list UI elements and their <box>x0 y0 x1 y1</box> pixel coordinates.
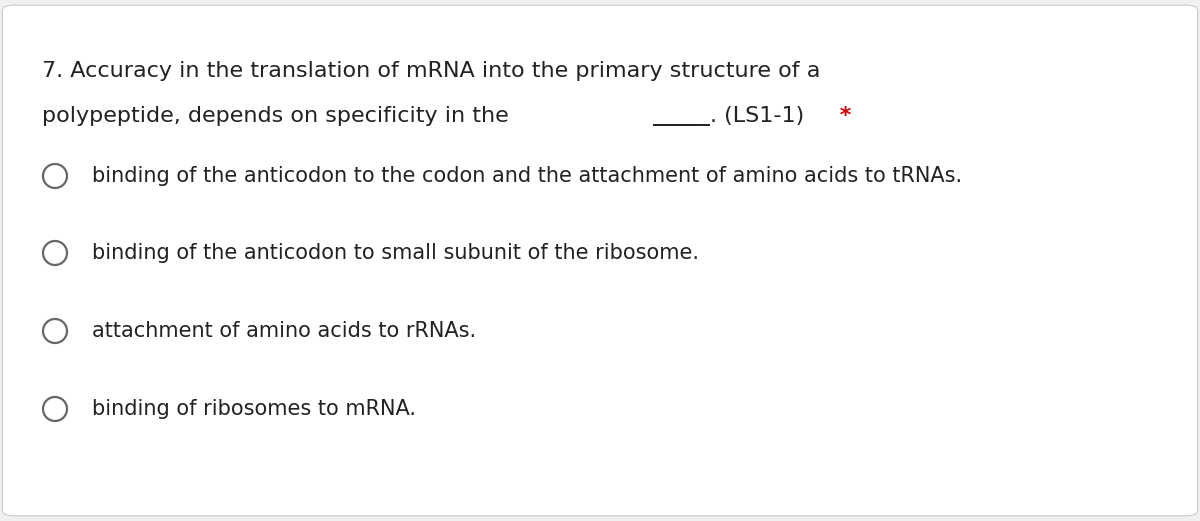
Text: polypeptide, depends on specificity in the: polypeptide, depends on specificity in t… <box>42 106 516 126</box>
Text: binding of ribosomes to mRNA.: binding of ribosomes to mRNA. <box>92 399 416 419</box>
Text: . (LS1-1): . (LS1-1) <box>710 106 804 126</box>
Text: *: * <box>832 106 851 126</box>
Text: binding of the anticodon to the codon and the attachment of amino acids to tRNAs: binding of the anticodon to the codon an… <box>92 166 962 186</box>
Text: binding of the anticodon to small subunit of the ribosome.: binding of the anticodon to small subuni… <box>92 243 698 263</box>
Text: ____: ____ <box>654 106 697 126</box>
Text: 7. Accuracy in the translation of mRNA into the primary structure of a: 7. Accuracy in the translation of mRNA i… <box>42 61 821 81</box>
Text: attachment of amino acids to rRNAs.: attachment of amino acids to rRNAs. <box>92 321 476 341</box>
